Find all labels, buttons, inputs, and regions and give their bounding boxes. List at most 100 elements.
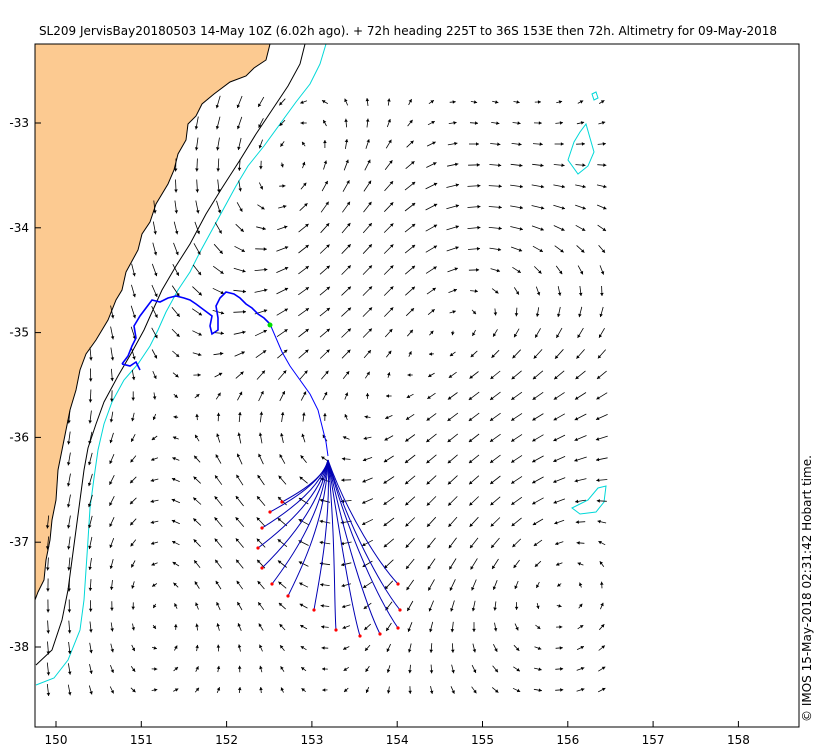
forecast-endpoint	[286, 594, 290, 598]
current-vectors	[45, 95, 608, 697]
current-vector-head	[242, 310, 246, 314]
current-vector-head	[410, 308, 414, 312]
current-vector-head	[493, 628, 498, 632]
current-vector-head	[540, 163, 544, 168]
current-vector-head	[426, 438, 430, 443]
current-vector-head	[176, 333, 180, 337]
current-vector-head	[110, 648, 114, 653]
current-vector-head	[304, 203, 308, 207]
current-vector-head	[408, 649, 412, 653]
current-vector-head	[516, 100, 520, 104]
current-vector-head	[453, 121, 457, 125]
current-vector-head	[340, 541, 345, 546]
current-vector-head	[215, 559, 219, 564]
current-vector-head	[342, 436, 347, 440]
current-vector-head	[517, 269, 521, 273]
current-vector-head	[280, 433, 284, 437]
current-vector-head	[469, 480, 473, 485]
forecast-track	[327, 459, 399, 585]
current-vector-head	[237, 602, 241, 606]
current-vector-head	[326, 328, 330, 333]
current-vector-head	[344, 688, 348, 692]
current-vector-head	[278, 496, 282, 501]
current-vector-head	[280, 143, 284, 147]
current-vector-head	[575, 396, 579, 400]
current-vector-head	[596, 457, 600, 462]
current-vector-head	[389, 307, 394, 311]
current-vector-head	[67, 609, 72, 613]
current-vector-head	[405, 459, 409, 463]
current-vector-head	[449, 566, 453, 570]
current-vector-head	[258, 432, 263, 436]
current-vector-head	[389, 202, 394, 206]
current-vector-head	[88, 420, 92, 424]
current-vector-head	[384, 585, 389, 590]
current-vector-head	[151, 436, 156, 440]
current-vector-head	[154, 272, 158, 277]
current-vector-head	[301, 667, 305, 671]
current-vector-head	[110, 398, 114, 402]
current-vector-head	[428, 608, 432, 612]
current-vector-head	[431, 309, 435, 313]
current-vector-head	[497, 142, 501, 146]
current-vector-head	[533, 355, 537, 359]
current-vector-head	[193, 497, 197, 501]
current-vector-head	[88, 461, 92, 466]
current-vector-head	[257, 475, 261, 479]
current-vector-head	[196, 394, 200, 398]
forecast-track	[287, 459, 329, 597]
current-vector-head	[362, 521, 366, 525]
current-vector-head	[433, 224, 438, 228]
current-vector-head	[342, 625, 346, 629]
current-vector-head	[574, 458, 578, 462]
current-vector-head	[241, 248, 245, 252]
current-vector-head	[454, 141, 458, 146]
current-vector-head	[383, 543, 388, 548]
current-vector-head	[575, 499, 579, 504]
current-vector-head	[216, 665, 221, 670]
current-vector-head	[346, 201, 350, 206]
current-vector-head	[532, 396, 537, 400]
forecast-endpoint	[334, 628, 338, 632]
current-vector-head	[131, 606, 135, 610]
current-vector-head	[428, 587, 432, 591]
current-vector-head	[596, 416, 600, 420]
current-vector-head	[172, 540, 176, 545]
current-vector-head	[468, 396, 473, 400]
current-vector-head	[326, 265, 330, 269]
current-vector-head	[405, 523, 409, 527]
current-vector-head	[429, 690, 434, 694]
current-vector-head	[131, 585, 135, 589]
current-vector-head	[110, 377, 114, 382]
current-vector-head	[284, 308, 288, 312]
current-vector-head	[175, 353, 180, 357]
current-vector-head	[452, 310, 456, 314]
current-vector-head	[343, 667, 348, 671]
current-vector-head	[132, 688, 136, 693]
current-vector-head	[305, 349, 309, 353]
current-vector-head	[195, 602, 199, 606]
current-vector-head	[66, 504, 71, 508]
current-vector-head	[405, 544, 409, 548]
current-vector-head	[280, 687, 284, 691]
current-vector-head	[324, 180, 328, 185]
current-vector-head	[325, 223, 330, 227]
current-vector-head	[284, 225, 288, 229]
x-tick-label: 156	[556, 733, 579, 747]
current-vector-head	[580, 646, 584, 650]
current-vector-head	[559, 270, 563, 275]
current-vector-head	[300, 625, 304, 629]
current-vector-head	[341, 583, 345, 588]
current-vector-head	[365, 689, 370, 693]
current-vector-head	[559, 646, 563, 650]
current-vector-head	[263, 309, 268, 313]
current-vector-head	[518, 248, 523, 252]
current-vector-head	[305, 329, 309, 333]
current-vector-head	[109, 439, 113, 444]
current-vector-head	[405, 438, 409, 442]
current-vector-head	[427, 395, 431, 399]
forecast-endpoint	[396, 582, 400, 586]
current-vector-head	[512, 543, 516, 548]
current-vector-head	[153, 604, 157, 609]
current-vector-head	[470, 353, 475, 358]
